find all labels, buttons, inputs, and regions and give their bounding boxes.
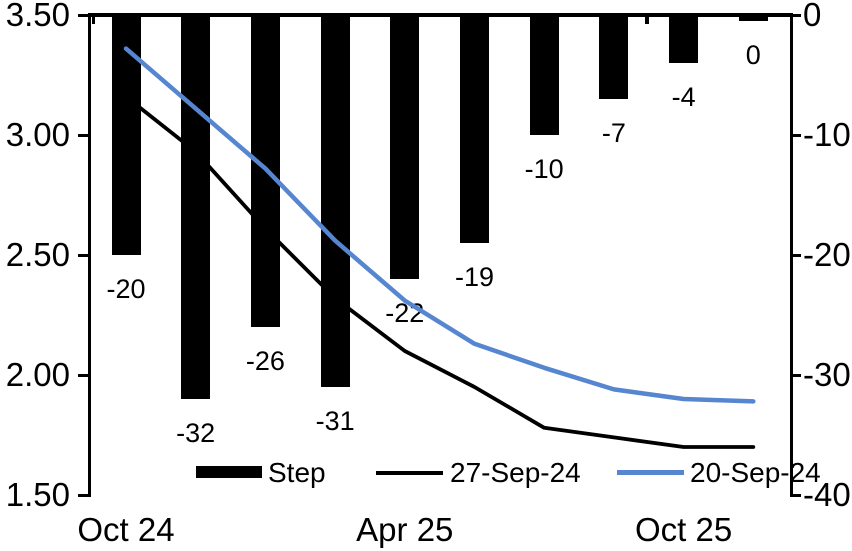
left-axis-line: [88, 13, 91, 497]
left-axis-tick: [78, 373, 88, 377]
right-axis-tick-label: -30: [803, 356, 851, 393]
legend-label-20-sep-24: 20-Sep-24: [690, 457, 821, 488]
bar-data-label: -32: [176, 418, 216, 448]
left-axis-tick-label: 2.00: [5, 356, 70, 393]
right-axis-tick: [791, 13, 801, 17]
bar: [320, 15, 350, 387]
right-axis-tick-label: -40: [803, 476, 851, 513]
bar: [460, 15, 489, 243]
right-axis-tick: [791, 493, 801, 497]
bar: [181, 15, 211, 399]
bar-data-label: -22: [385, 298, 425, 328]
right-axis-tick: [791, 133, 801, 137]
left-axis-tick: [78, 13, 88, 17]
x-axis-label: Apr 25: [356, 511, 454, 548]
line-20-Sep-24: [123, 46, 756, 404]
left-axis-tick-label: 1.50: [5, 476, 70, 513]
bar-data-label: -20: [106, 274, 146, 304]
top-axis-line: [88, 13, 793, 17]
legend-swatch-20-sep-24: [617, 470, 684, 475]
x-axis-label: Oct 24: [77, 511, 175, 548]
right-axis-tick-label: -10: [803, 116, 851, 153]
legend-label-27-sep-24: 27-Sep-24: [450, 457, 581, 488]
right-axis-tick-label: -20: [803, 236, 851, 273]
bar-data-label: -26: [245, 346, 285, 376]
bar-data-label: -31: [315, 406, 355, 436]
left-axis-tick: [78, 493, 88, 497]
bar-data-label: 0: [745, 40, 761, 70]
bar-data-label: -19: [454, 262, 495, 292]
left-axis-tick-label: 2.50: [5, 236, 70, 273]
bar-data-label: -4: [671, 82, 696, 112]
top-axis-tick: [92, 17, 95, 24]
bar: [529, 15, 559, 135]
bar: [599, 15, 629, 99]
right-axis-tick: [791, 253, 801, 257]
bar-data-label: -10: [524, 154, 564, 184]
top-axis-tick: [645, 17, 649, 24]
right-axis-tick-label: 0: [803, 0, 822, 33]
legend-swatch-27-sep-24: [376, 471, 443, 475]
bar: [738, 15, 768, 21]
left-axis-tick: [78, 133, 88, 137]
bar: [390, 15, 420, 279]
left-axis-tick-label: 3.50: [5, 0, 70, 33]
legend-label-step: Step: [268, 457, 326, 488]
legend-swatch-step: [196, 466, 262, 478]
bar-data-label: -7: [601, 118, 626, 148]
line-27-Sep-24: [124, 94, 756, 449]
left-axis-tick-label: 3.00: [5, 116, 70, 153]
right-axis-tick: [791, 373, 801, 377]
left-axis-tick: [78, 253, 88, 257]
bar: [669, 15, 699, 63]
x-axis-label: Oct 25: [634, 511, 733, 548]
